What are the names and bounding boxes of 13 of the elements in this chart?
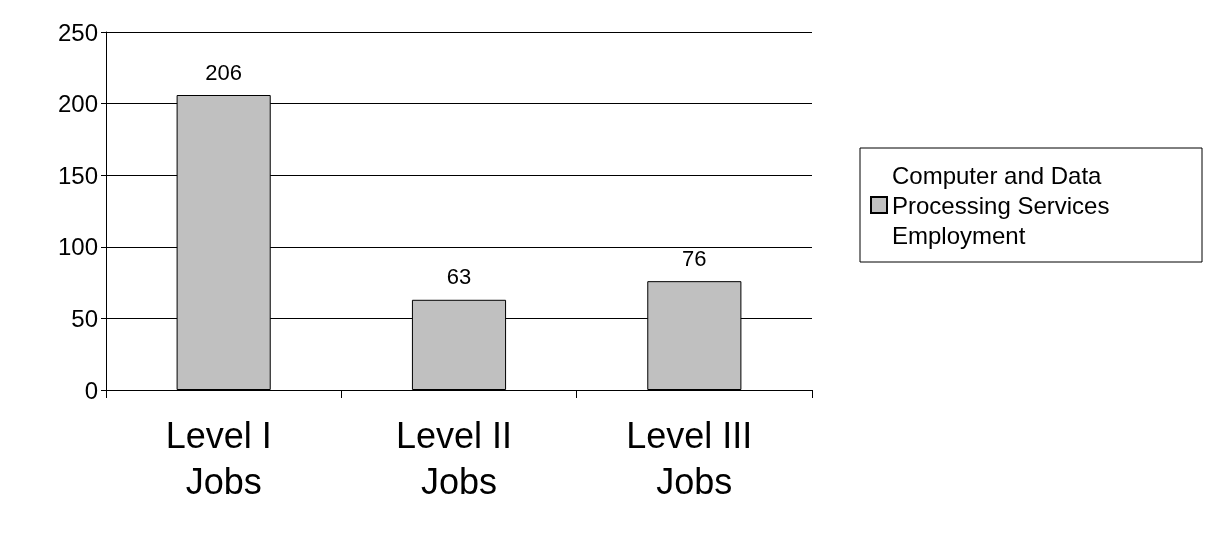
y-tick-label: 0 (84, 376, 98, 404)
data-label: 76 (682, 245, 707, 271)
y-tick-label: 100 (57, 233, 98, 261)
y-tick-label: 200 (57, 90, 98, 118)
y-tick-label: 150 (57, 161, 98, 189)
data-label: 63 (446, 264, 472, 290)
y-tick-label: 50 (71, 304, 98, 332)
x-tick-label: Level I Jobs (165, 414, 282, 502)
data-label: 206 (205, 59, 243, 85)
legend-label: Computer and Data Processing Services Employment (892, 161, 1117, 249)
y-tick-label: 250 (57, 18, 98, 46)
x-tick-label: Level III Jobs (626, 414, 763, 502)
x-tick-label: Level II Jobs (395, 414, 523, 502)
